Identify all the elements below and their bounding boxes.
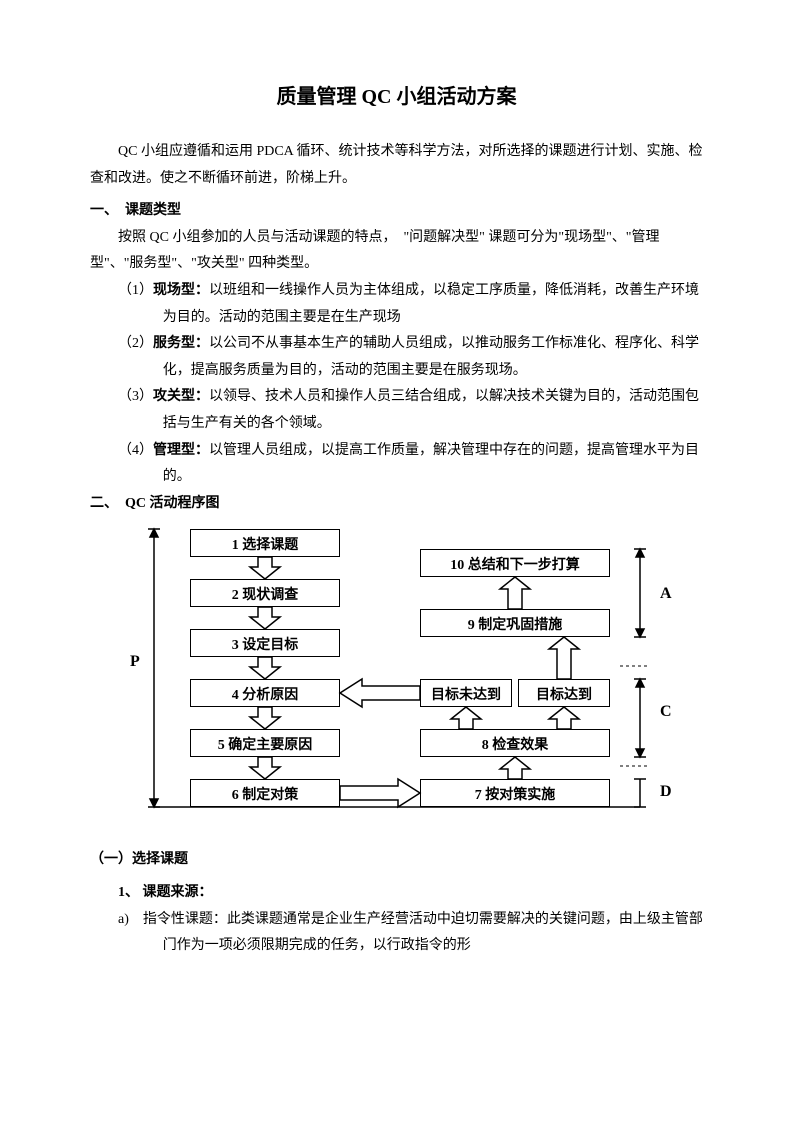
item-a-text: 指令性课题：此类课题通常是企业生产经营活动中迫切需要解决的关键问题，由上级主管部… [143,912,703,954]
item-a-num: a) [118,912,143,927]
type-num: （3） [118,389,153,404]
type-num: （2） [118,336,153,351]
type-item-1: （1）现场型：以班组和一线操作人员为主体组成，以稳定工序质量，降低消耗，改善生产… [90,278,703,331]
type-item-2: （2）服务型：以公司不从事基本生产的辅助人员组成，以推动服务工作标准化、程序化、… [90,331,703,384]
type-item-4: （4）管理型：以管理人员组成，以提高工作质量，解决管理中存在的问题，提高管理水平… [90,438,703,491]
item-a: a) 指令性课题：此类课题通常是企业生产经营活动中迫切需要解决的关键问题，由上级… [90,907,703,960]
sub-1-head: 1、 课题来源： [90,880,703,907]
type-desc: 以管理人员组成，以提高工作质量，解决管理中存在的问题，提高管理水平为目的。 [163,443,699,485]
type-desc: 以领导、技术人员和操作人员三结合组成，以解决技术关键为目的，活动范围包括与生产有… [163,389,699,431]
type-num: （1） [118,283,153,298]
intro-paragraph: QC 小组应遵循和运用 PDCA 循环、统计技术等科学方法，对所选择的课题进行计… [90,139,703,192]
type-name: 攻关型： [153,389,209,404]
page-title: 质量管理 QC 小组活动方案 [90,80,703,109]
section-2-head: 二、 QC 活动程序图 [90,491,703,518]
section-1-para: 按照 QC 小组参加的人员与活动课题的特点， "问题解决型" 课题可分为"现场型… [90,225,703,278]
flow-arrows [130,523,690,833]
type-name: 现场型： [153,283,209,298]
type-name: 管理型： [153,443,209,458]
section-1-head: 一、 课题类型 [90,198,703,225]
type-name: 服务型： [153,336,209,351]
type-desc: 以班组和一线操作人员为主体组成，以稳定工序质量，降低消耗，改善生产环境为目的。活… [163,283,699,325]
qc-flowchart: 1 选择课题 2 现状调查 3 设定目标 4 分析原因 5 确定主要原因 6 制… [130,523,690,833]
type-num: （4） [118,443,153,458]
type-item-3: （3）攻关型：以领导、技术人员和操作人员三结合组成，以解决技术关键为目的，活动范… [90,384,703,437]
section-3-head: （一）选择课题 [90,847,703,874]
type-desc: 以公司不从事基本生产的辅助人员组成，以推动服务工作标准化、程序化、科学化，提高服… [163,336,699,378]
